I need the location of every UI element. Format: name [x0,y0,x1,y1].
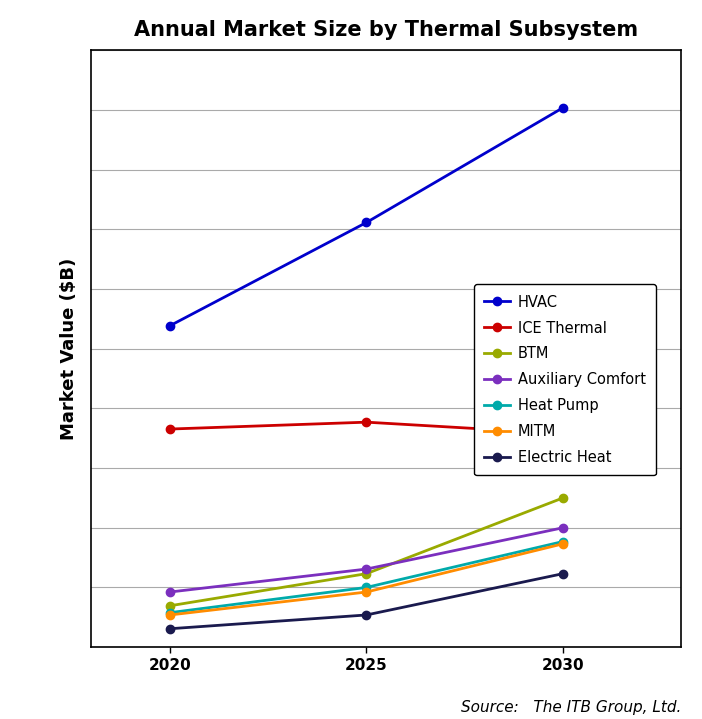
Text: Source:   The ITB Group, Ltd.: Source: The ITB Group, Ltd. [461,700,681,715]
Y-axis label: Market Value ($B): Market Value ($B) [60,257,78,440]
HVAC [362,218,371,226]
ICE Thermal [362,418,371,426]
ICE Thermal [559,429,567,438]
Auxiliary Comfort [166,587,174,596]
BTM [166,602,174,610]
Electric Heat [166,624,174,633]
Line: ICE Thermal: ICE Thermal [166,418,567,438]
Heat Pump [362,583,371,592]
MITM [559,539,567,548]
BTM [559,493,567,502]
Auxiliary Comfort [362,564,371,573]
Legend: HVAC, ICE Thermal, BTM, Auxiliary Comfort, Heat Pump, MITM, Electric Heat: HVAC, ICE Thermal, BTM, Auxiliary Comfor… [474,285,656,475]
Line: BTM: BTM [166,494,567,610]
Heat Pump [559,537,567,546]
Electric Heat [362,610,371,619]
Auxiliary Comfort [559,523,567,532]
Line: Auxiliary Comfort: Auxiliary Comfort [166,523,567,596]
BTM [362,569,371,578]
Line: Electric Heat: Electric Heat [166,569,567,633]
Title: Annual Market Size by Thermal Subsystem: Annual Market Size by Thermal Subsystem [134,20,638,40]
Line: Heat Pump: Heat Pump [166,537,567,617]
Heat Pump [166,608,174,617]
ICE Thermal [166,425,174,434]
HVAC [166,321,174,330]
MITM [362,587,371,596]
HVAC [559,104,567,112]
MITM [166,610,174,619]
Electric Heat [559,569,567,578]
Line: HVAC: HVAC [166,104,567,330]
Line: MITM: MITM [166,540,567,619]
